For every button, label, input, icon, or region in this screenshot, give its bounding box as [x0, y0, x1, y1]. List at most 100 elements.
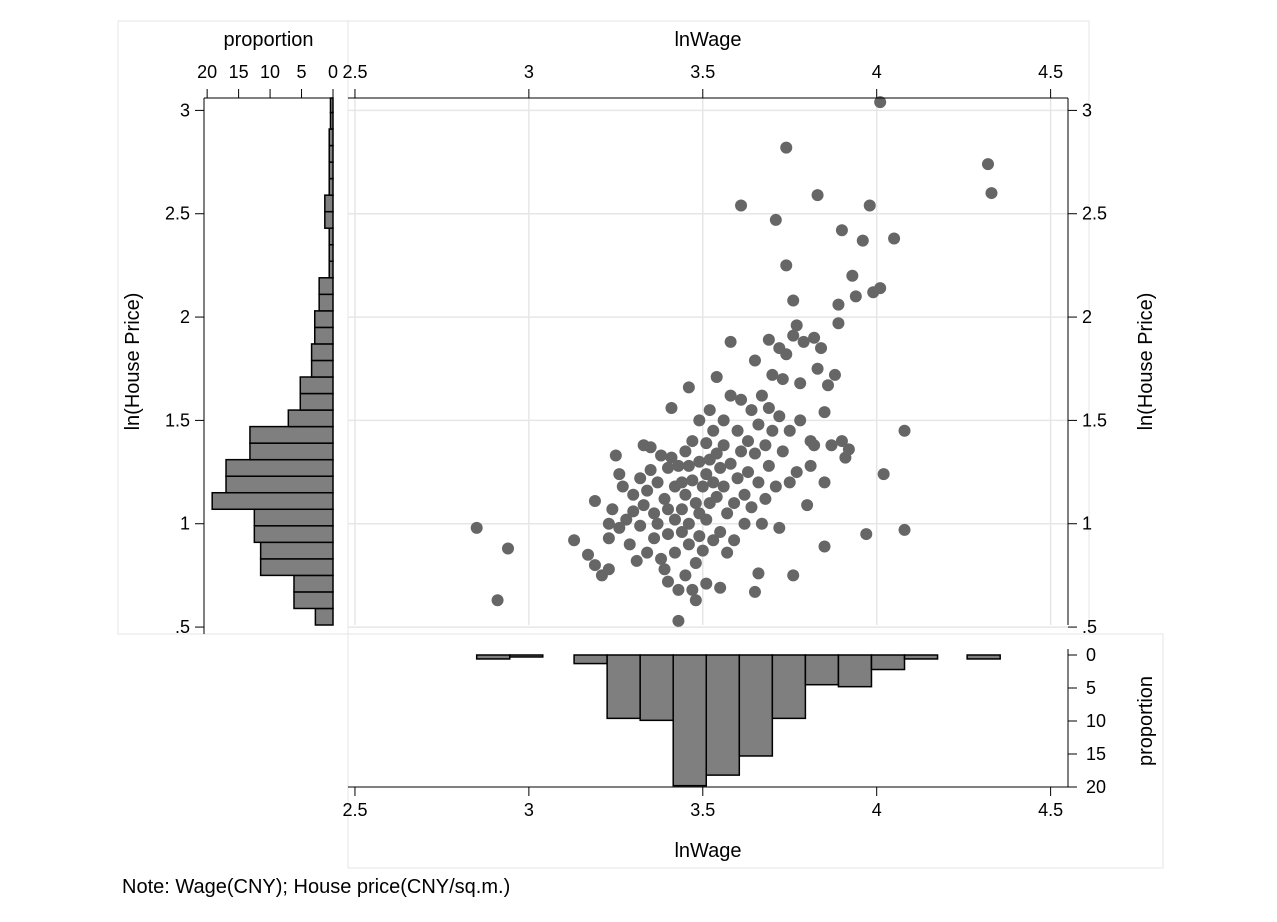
scatter-point [773, 521, 786, 534]
scatter-point [634, 472, 647, 485]
scatter-point [714, 581, 727, 594]
scatter-point [818, 540, 831, 553]
scatter-point [717, 439, 730, 452]
scatter-point [794, 414, 807, 427]
scatter-point [686, 583, 699, 596]
scatter-point [686, 435, 699, 448]
scatter-point [742, 466, 754, 479]
scatter-point [835, 435, 848, 448]
scatter-point [759, 492, 772, 505]
scatter-point [808, 439, 821, 452]
scatter-point [728, 534, 741, 547]
scatter-point [780, 348, 793, 361]
scatter-point [787, 329, 800, 342]
scatter-point [776, 445, 789, 458]
scatter-point [752, 567, 765, 580]
left-histogram-bar [310, 343, 334, 362]
bottom-histogram-bar [771, 654, 807, 720]
bottom-histogram-bar [804, 654, 840, 686]
left-histogram-bar [328, 177, 334, 196]
scatter-point [835, 224, 848, 237]
scatter-point [745, 404, 758, 417]
scatter-point [728, 497, 741, 510]
left-histogram-bar [225, 475, 334, 494]
scatter-point [609, 449, 622, 462]
scatter-point [696, 544, 709, 557]
scatter-point [710, 490, 723, 503]
scatter-point [808, 331, 821, 344]
scatter-point [668, 513, 681, 526]
scatter-point [790, 466, 803, 479]
scatter-plot: 2.5 3 3.5 4 4.5 lnWage .5 1 1.5 2 2.5 3 ln(House Pri… [342, 29, 1157, 637]
bottom-right-tick-label: 20 [1086, 777, 1106, 797]
scatter-point [759, 439, 772, 452]
scatter-point [748, 447, 761, 460]
scatter-point [783, 476, 796, 489]
scatter-point [825, 439, 838, 452]
left-top-axis-title: proportion [223, 29, 313, 51]
scatter-point [682, 381, 695, 394]
scatter-point [641, 484, 654, 497]
scatter-point [856, 234, 869, 247]
left-histogram: .5 1 1.5 2 2.5 3 ln(House Price) 20 15 10 5 0 propor… [122, 29, 338, 637]
scatter-point [721, 546, 734, 559]
scatter-point [985, 187, 998, 200]
scatter-point [679, 569, 692, 582]
left-y-tick-label: 2.5 [165, 204, 190, 224]
scatter-point [658, 492, 671, 505]
scatter-point [714, 526, 727, 538]
scatter-point [748, 354, 761, 367]
scatter-point [752, 418, 765, 431]
scatter-point [748, 585, 761, 598]
scatter-point [700, 468, 713, 481]
scatter-point [877, 468, 890, 481]
left-y-tick-label: .5 [175, 617, 190, 637]
scatter-point [783, 424, 796, 437]
scatter-point [724, 335, 737, 348]
right-y-axis-title: ln(House Price) [1135, 293, 1157, 431]
left-top-tick-label: 0 [328, 62, 338, 82]
right-y-tick-label: 2.5 [1082, 204, 1107, 224]
scatter-point [710, 371, 723, 383]
scatter-point [470, 521, 483, 534]
left-histogram-bar [329, 97, 334, 114]
scatter-point [623, 538, 636, 551]
left-histogram-bar [249, 425, 334, 444]
scatter-point [682, 459, 695, 472]
scatter-point [801, 499, 814, 512]
bottom-histogram-bar [837, 654, 873, 688]
right-y-tick-label: .5 [1082, 617, 1097, 637]
scatter-point [818, 406, 831, 419]
left-y-tick-label: 1 [180, 514, 190, 534]
bottom-x-tick-label: 2.5 [342, 800, 367, 820]
scatter-point [762, 459, 775, 472]
scatter-point [745, 501, 758, 514]
scatter-point [738, 517, 751, 530]
scatter-point [679, 445, 692, 458]
scatter-point [752, 476, 765, 489]
left-histogram-bar [259, 558, 334, 577]
scatter-point [606, 503, 619, 516]
scatter-point [755, 517, 768, 530]
bottom-histogram: 2.5 3 3.5 4 4.5 lnWage 0 5 10 15 20 proportion [342, 645, 1157, 862]
scatter-point [794, 377, 807, 390]
scatter-point [755, 389, 768, 402]
scatter-point [630, 554, 643, 567]
left-histogram-bar [314, 326, 334, 345]
scatter-point [602, 532, 615, 545]
scatter-point [665, 402, 678, 414]
top-x-tick-label: 2.5 [342, 62, 367, 82]
bottom-right-tick-label: 15 [1086, 744, 1106, 764]
scatter-point [582, 548, 594, 561]
scatter-point [693, 530, 706, 543]
left-histogram-bar [299, 392, 334, 411]
scatter-point [710, 447, 723, 460]
scatter-point [689, 557, 702, 569]
scatter-point [811, 189, 824, 202]
left-histogram-bar [324, 210, 334, 229]
top-x-tick-label: 4 [872, 62, 882, 82]
scatter-point [491, 594, 504, 607]
scatter-point [888, 232, 901, 245]
scatter-point [707, 534, 720, 547]
